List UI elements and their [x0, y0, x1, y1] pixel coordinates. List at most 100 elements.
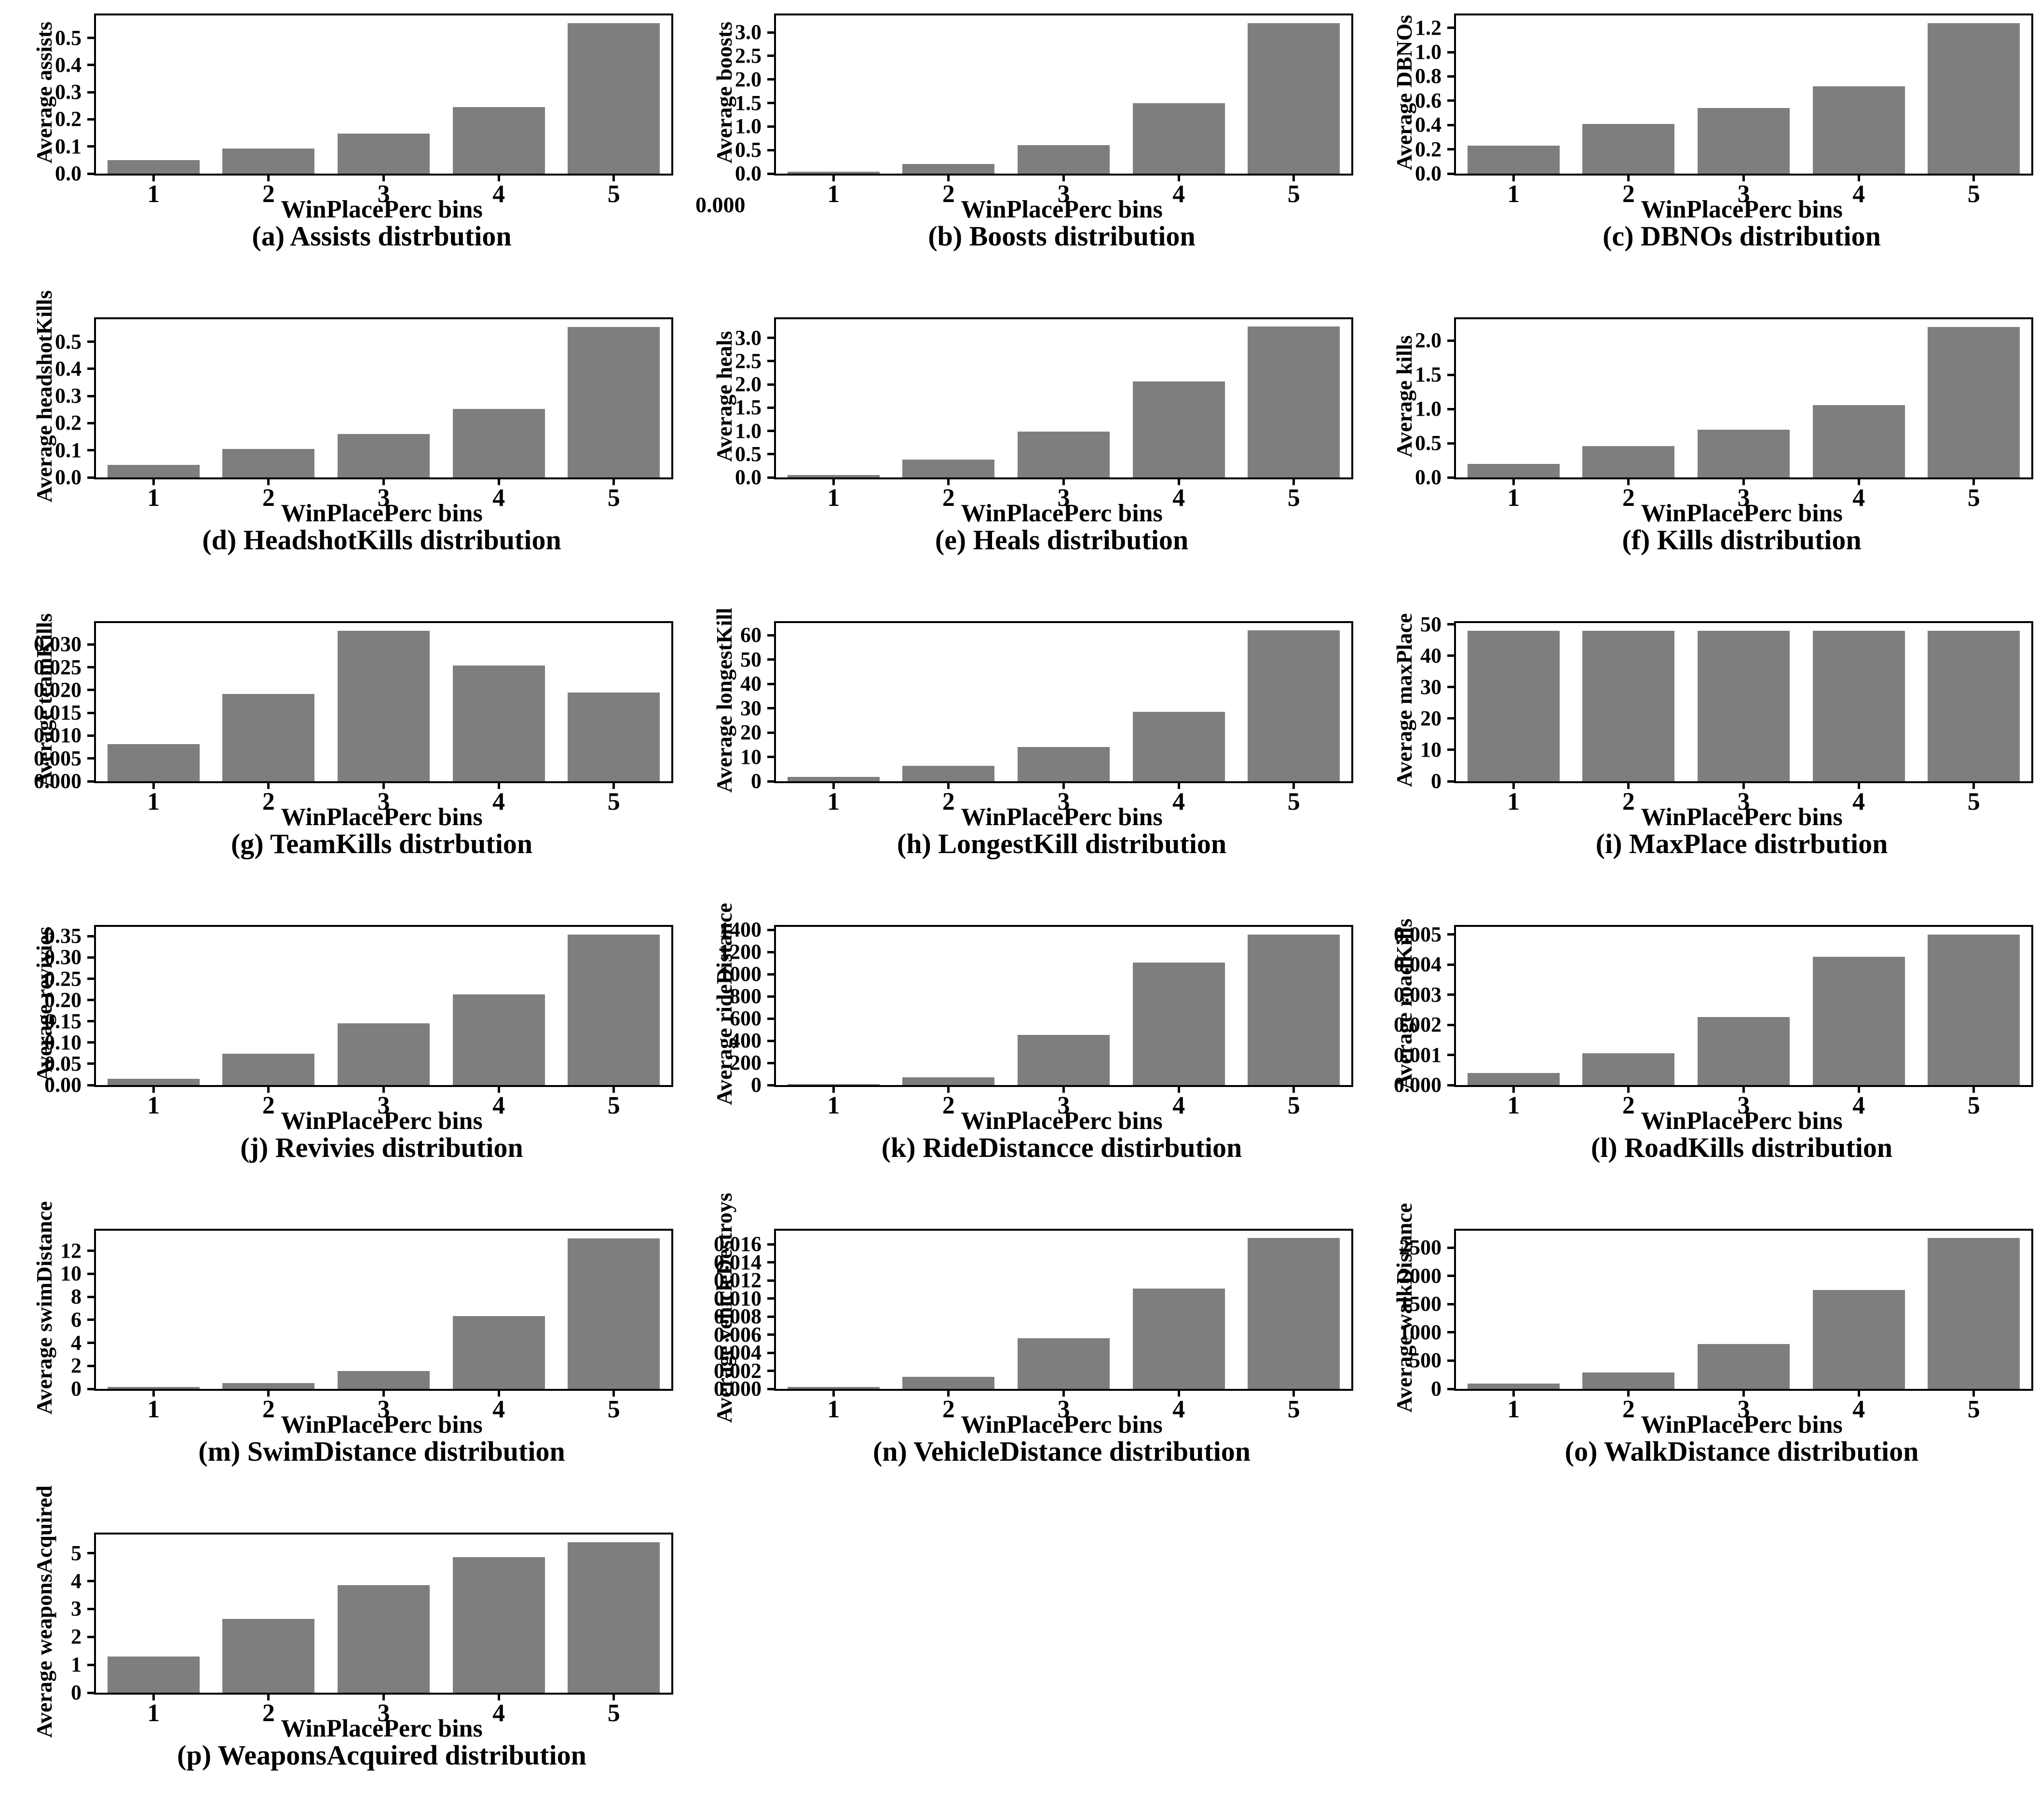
- y-tick-mark: [767, 430, 776, 433]
- y-tick-mark: [87, 1342, 96, 1345]
- y-tick-label: 5: [71, 1541, 82, 1565]
- y-tick-label: 0.25: [44, 966, 82, 991]
- x-tick-mark: [947, 1085, 950, 1093]
- bar: [1582, 630, 1675, 781]
- x-tick-label: 5: [1967, 484, 1980, 512]
- x-tick-label: 3: [377, 1699, 390, 1727]
- y-tick-label: 50: [1420, 612, 1442, 636]
- y-tick-mark: [87, 978, 96, 980]
- x-tick-mark: [832, 1085, 835, 1093]
- y-tick-mark: [87, 1020, 96, 1023]
- y-tick-mark: [87, 643, 96, 646]
- subplot-a: Average assists 0.0 0.1 0.2 0.3 0.4 0.5 1 2 3 4 5 Wi…: [0, 0, 680, 304]
- y-tick-mark: [1447, 1359, 1456, 1362]
- y-tick-label: 4: [71, 1331, 82, 1355]
- y-tick-mark: [767, 54, 776, 57]
- x-tick-mark: [612, 174, 615, 181]
- x-tick-mark: [1627, 1389, 1630, 1397]
- x-tick-label: 5: [1967, 1092, 1980, 1119]
- x-tick-label: 2: [1622, 180, 1635, 208]
- x-tick-label: 3: [377, 1396, 390, 1423]
- x-tick-mark: [267, 1389, 270, 1397]
- bar: [222, 1053, 315, 1085]
- bar: [222, 1618, 315, 1693]
- y-tick-label: 0.008: [714, 1304, 762, 1329]
- x-tick-mark: [1742, 1389, 1745, 1397]
- y-tick-label: 0.000: [1394, 1073, 1442, 1097]
- x-tick-label: 5: [1287, 788, 1300, 815]
- y-tick-mark: [87, 476, 96, 479]
- y-tick-label: 6: [71, 1307, 82, 1331]
- bar: [902, 164, 995, 174]
- subplot-caption: (f) Kills distribution: [1622, 524, 1862, 556]
- y-tick-label: 0.4: [1415, 113, 1442, 137]
- y-tick-mark: [1447, 686, 1456, 689]
- x-tick-mark: [832, 1389, 835, 1397]
- y-tick-label: 0.10: [44, 1030, 82, 1054]
- y-tick-label: 0.000: [34, 769, 82, 793]
- x-tick-mark: [1742, 174, 1745, 181]
- y-tick-mark: [767, 1017, 776, 1020]
- y-tick-mark: [767, 951, 776, 953]
- bar: [1018, 1338, 1110, 1389]
- y-tick-mark: [767, 1243, 776, 1246]
- x-tick-label: 3: [377, 180, 390, 208]
- y-tick-label: 0.1: [55, 438, 82, 462]
- x-tick-mark: [1972, 1085, 1975, 1093]
- y-axis-label: Average maxPlace: [1392, 613, 1416, 788]
- bar: [452, 1557, 545, 1693]
- y-tick-mark: [87, 367, 96, 370]
- bar: [902, 460, 995, 477]
- x-tick-label: 1: [147, 1699, 160, 1727]
- x-tick-label: 2: [262, 1699, 275, 1727]
- y-tick-label: 0.5: [1415, 431, 1442, 455]
- y-tick-mark: [767, 476, 776, 479]
- x-tick-label: 4: [492, 1699, 505, 1727]
- y-tick-mark: [87, 1552, 96, 1555]
- y-tick-label: 0.35: [44, 924, 82, 948]
- subplot-caption: (h) LongestKill distribution: [897, 828, 1227, 859]
- x-tick-mark: [1627, 174, 1630, 181]
- x-tick-mark: [1857, 1389, 1860, 1397]
- y-tick-label: 0.4: [55, 356, 82, 380]
- y-tick-mark: [767, 756, 776, 759]
- x-tick-label: 4: [1852, 1396, 1865, 1423]
- x-tick-label: 2: [1622, 788, 1635, 815]
- x-axis-label: WinPlacePerc bins: [281, 1715, 483, 1742]
- y-tick-label: 0.2: [55, 411, 82, 435]
- bar: [1812, 630, 1905, 781]
- subplot-caption: (b) Boosts distribution: [928, 220, 1196, 252]
- bar: [1132, 963, 1225, 1085]
- y-tick-mark: [1447, 623, 1456, 626]
- x-tick-mark: [1857, 174, 1860, 181]
- y-tick-mark: [87, 1663, 96, 1666]
- plot-area: 0.0 0.1 0.2 0.3 0.4 0.5 1 2 3 4 5: [55, 317, 673, 512]
- x-tick-label: 3: [1737, 1396, 1750, 1423]
- y-tick-label: 0.0: [1415, 162, 1442, 185]
- y-tick-mark: [87, 1062, 96, 1065]
- x-tick-label: 5: [1967, 1396, 1980, 1423]
- y-tick-label: 2.0: [1415, 328, 1442, 353]
- y-tick-mark: [87, 1318, 96, 1321]
- y-tick-mark: [87, 118, 96, 121]
- bar: [568, 934, 660, 1085]
- subplot-i: Average maxPlace 0 10 20 30 40 50 1 2 3 4 5 WinPlace…: [1360, 608, 2040, 911]
- y-tick-label: 0.002: [714, 1358, 762, 1383]
- y-tick-mark: [767, 453, 776, 456]
- y-tick-mark: [1447, 442, 1456, 445]
- x-tick-label: 5: [607, 788, 620, 815]
- bar: [1018, 145, 1110, 174]
- y-tick-label: 600: [730, 1006, 762, 1031]
- x-tick-label: 4: [1852, 1092, 1865, 1119]
- y-tick-mark: [767, 995, 776, 998]
- bar: [902, 1376, 995, 1389]
- x-tick-mark: [1627, 477, 1630, 485]
- bar: [222, 693, 315, 781]
- x-tick-label: 4: [492, 484, 505, 512]
- plot-area: 0 10 20 30 40 50 60 1 2 3 4 5: [740, 621, 1353, 815]
- y-tick-mark: [87, 64, 96, 67]
- x-tick-mark: [1972, 781, 1975, 789]
- y-tick-mark: [1447, 476, 1456, 479]
- x-tick-label: 4: [492, 1396, 505, 1423]
- x-tick-label: 1: [1507, 788, 1520, 815]
